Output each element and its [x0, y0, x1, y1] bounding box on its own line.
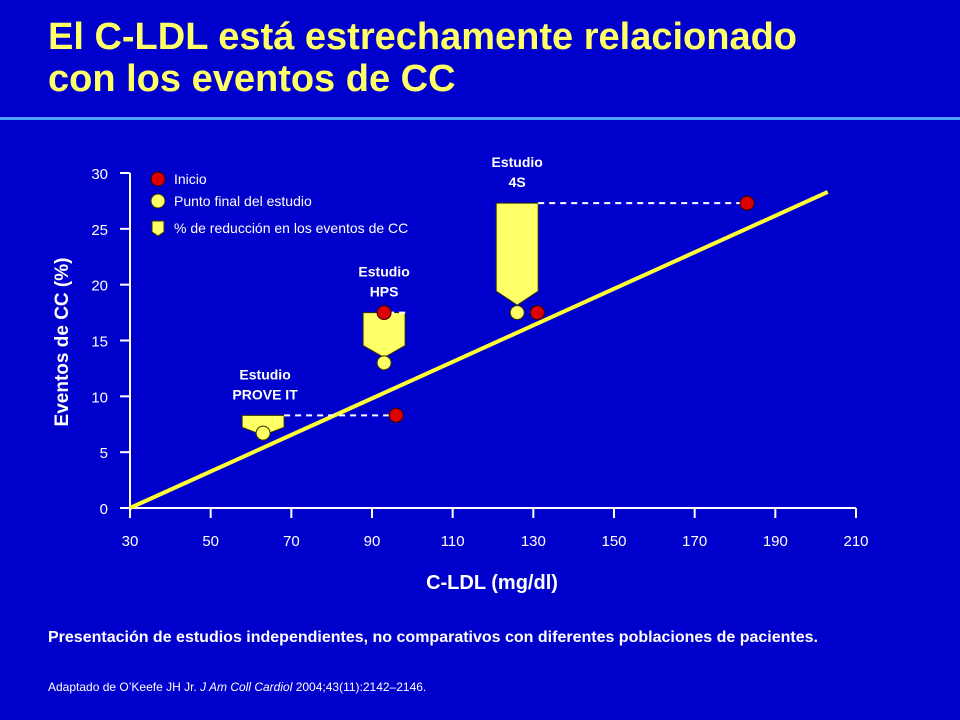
baseline-marker [388, 407, 404, 423]
study-label-line-1: Estudio [239, 366, 290, 382]
y-tick-label: 30 [91, 166, 108, 183]
source-citation: Adaptado de O’Keefe JH Jr. J Am Coll Car… [48, 680, 426, 694]
study-label-line-2: 4S [509, 174, 526, 190]
y-tick-label: 20 [91, 278, 108, 295]
chart-legend: Inicio Punto final del estudio % de reducc… [150, 171, 408, 237]
trend-line [129, 190, 829, 510]
x-tick-label: 150 [601, 533, 626, 550]
study-label-line-2: PROVE IT [232, 386, 298, 402]
y-tick-label: 15 [91, 334, 108, 351]
slide-title-line-1: El C-LDL está estrechamente relacionado [48, 16, 797, 58]
legend-baseline-marker [150, 171, 166, 187]
footnote: Presentación de estudios independientes,… [48, 629, 818, 646]
slide-title: El C-LDL está estrechamente relacionado … [48, 16, 948, 100]
endpoint-marker [255, 425, 271, 441]
source-journal: J Am Coll Cardiol [200, 680, 293, 694]
y-tick-label: 0 [100, 501, 108, 518]
y-tick-label: 5 [100, 445, 108, 462]
endpoint-marker [509, 305, 525, 321]
reduction-arrow [495, 202, 539, 306]
title-divider [0, 117, 960, 120]
x-tick-label: 170 [682, 533, 707, 550]
y-axis-label: Eventos de CC (%) [52, 258, 73, 427]
ldl-events-chart: 30 50 70 90 110 130 150 170 190 210 0 5 10 15 20 25 30 E… [52, 154, 869, 594]
study-label-line-1: Estudio [492, 154, 543, 170]
study-label-line-2: HPS [370, 284, 399, 300]
y-tick-label: 25 [91, 222, 108, 239]
x-tick-label: 70 [283, 533, 300, 550]
slide-title-line-2: con los eventos de CC [48, 58, 456, 100]
study-label-line-1: Estudio [358, 264, 409, 280]
reduction-arrow [241, 414, 285, 436]
baseline-marker [529, 305, 545, 321]
x-tick-label: 90 [364, 533, 381, 550]
x-tick-label: 190 [763, 533, 788, 550]
legend-arrow-marker [151, 220, 165, 237]
legend-label: Inicio [174, 171, 207, 187]
legend-label: Punto final del estudio [174, 193, 312, 209]
source-prefix: Adaptado de O’Keefe JH Jr. [48, 680, 197, 694]
endpoint-marker [376, 355, 392, 371]
y-tick-label: 10 [91, 389, 108, 406]
x-tick-label: 130 [521, 533, 546, 550]
x-tick-label: 210 [843, 533, 868, 550]
baseline-marker [376, 305, 392, 321]
legend-label: % de reducción en los eventos de CC [174, 220, 408, 236]
x-tick-label: 30 [122, 533, 139, 550]
source-citation-detail: 2004;43(11):2142–2146. [295, 680, 427, 694]
reduction-arrow [362, 312, 406, 359]
chart-marks: Estudio PROVE IT Estudio HPS Estudio 4S [129, 154, 829, 510]
baseline-marker [739, 195, 755, 211]
legend-endpoint-marker [150, 193, 166, 209]
x-tick-label: 50 [202, 533, 219, 550]
chart-axes: 30 50 70 90 110 130 150 170 190 210 0 5 10 15 20 25 30 [91, 166, 868, 550]
x-axis-label: C-LDL (mg/dl) [426, 572, 558, 594]
x-tick-label: 110 [441, 533, 465, 550]
